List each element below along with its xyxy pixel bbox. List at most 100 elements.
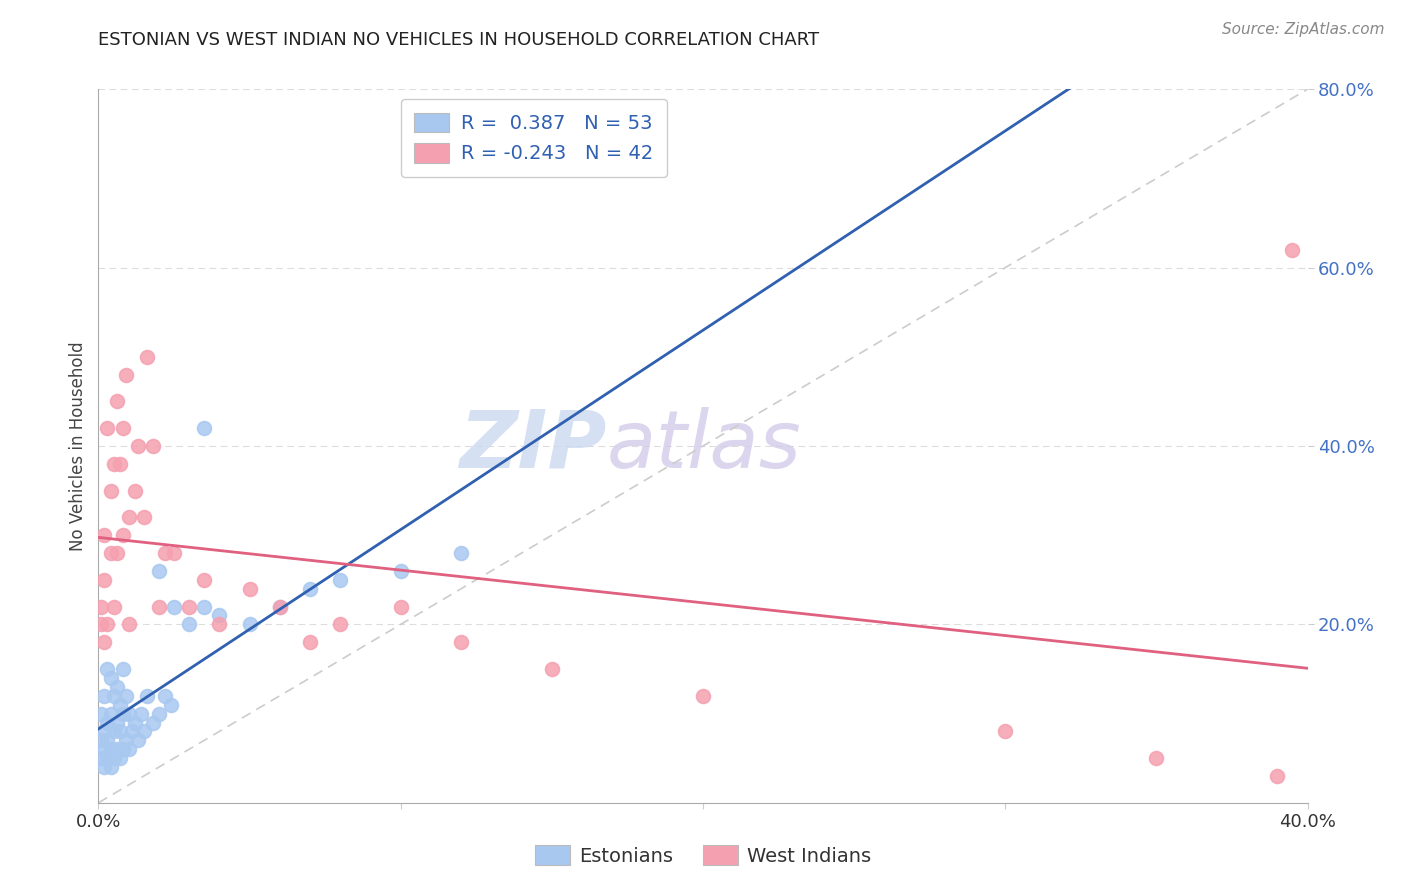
Point <box>135 689 157 703</box>
Point <box>90 706 112 721</box>
Point <box>142 439 165 453</box>
Legend: R =  0.387   N = 53, R = -0.243   N = 42: R = 0.387 N = 53, R = -0.243 N = 42 <box>401 99 666 177</box>
Point <box>121 724 143 739</box>
Point <box>1144 751 1167 765</box>
Point <box>239 617 262 632</box>
Point <box>179 617 201 632</box>
Point <box>108 724 131 739</box>
Point <box>153 689 176 703</box>
Point <box>96 715 118 730</box>
Point <box>111 662 134 676</box>
Point <box>135 350 157 364</box>
Point <box>114 368 136 382</box>
Point <box>299 582 322 596</box>
Point <box>114 733 136 747</box>
Point <box>103 724 125 739</box>
Text: ESTONIAN VS WEST INDIAN NO VEHICLES IN HOUSEHOLD CORRELATION CHART: ESTONIAN VS WEST INDIAN NO VEHICLES IN H… <box>98 31 820 49</box>
Legend: Estonians, West Indians: Estonians, West Indians <box>527 838 879 873</box>
Point <box>111 528 134 542</box>
Point <box>90 617 112 632</box>
Point <box>96 617 118 632</box>
Point <box>108 751 131 765</box>
Point <box>93 724 115 739</box>
Point <box>142 715 165 730</box>
Point <box>111 421 134 435</box>
Y-axis label: No Vehicles in Household: No Vehicles in Household <box>69 341 87 551</box>
Point <box>103 457 125 471</box>
Point <box>208 608 231 623</box>
Point <box>108 698 131 712</box>
Point <box>163 599 186 614</box>
Point <box>450 546 472 560</box>
Point <box>90 751 112 765</box>
Point <box>100 546 122 560</box>
Point <box>299 635 322 649</box>
Point <box>100 483 122 498</box>
Point <box>132 510 155 524</box>
Point <box>193 421 215 435</box>
Point <box>153 546 176 560</box>
Point <box>450 635 472 649</box>
Point <box>148 564 170 578</box>
Text: Source: ZipAtlas.com: Source: ZipAtlas.com <box>1222 22 1385 37</box>
Point <box>124 483 146 498</box>
Point <box>692 689 714 703</box>
Point <box>160 698 183 712</box>
Point <box>90 599 112 614</box>
Point <box>105 715 128 730</box>
Point <box>129 706 152 721</box>
Point <box>118 510 141 524</box>
Point <box>96 662 118 676</box>
Point <box>127 439 149 453</box>
Point <box>132 724 155 739</box>
Point <box>105 742 128 756</box>
Point <box>105 394 128 409</box>
Point <box>100 706 122 721</box>
Point <box>93 528 115 542</box>
Point <box>193 599 215 614</box>
Point <box>103 751 125 765</box>
Point <box>540 662 562 676</box>
Point <box>329 573 352 587</box>
Point <box>93 573 115 587</box>
Point <box>329 617 352 632</box>
Point <box>994 724 1017 739</box>
Point <box>208 617 231 632</box>
Point <box>269 599 291 614</box>
Point <box>96 733 118 747</box>
Point <box>93 635 115 649</box>
Point <box>103 599 125 614</box>
Point <box>108 457 131 471</box>
Point <box>103 689 125 703</box>
Point <box>105 546 128 560</box>
Point <box>193 573 215 587</box>
Point <box>111 706 134 721</box>
Point <box>239 582 262 596</box>
Point <box>1281 243 1303 257</box>
Point <box>389 599 412 614</box>
Point <box>114 689 136 703</box>
Point <box>124 715 146 730</box>
Text: ZIP: ZIP <box>458 407 606 485</box>
Point <box>93 742 115 756</box>
Point <box>100 671 122 685</box>
Point <box>93 760 115 774</box>
Point <box>118 706 141 721</box>
Point <box>100 742 122 756</box>
Point <box>179 599 201 614</box>
Point <box>148 706 170 721</box>
Point <box>96 751 118 765</box>
Point <box>100 760 122 774</box>
Point <box>118 617 141 632</box>
Point <box>111 742 134 756</box>
Point <box>93 689 115 703</box>
Point <box>269 599 291 614</box>
Point <box>90 733 112 747</box>
Point <box>105 680 128 694</box>
Point <box>389 564 412 578</box>
Point <box>118 742 141 756</box>
Point <box>96 421 118 435</box>
Point <box>148 599 170 614</box>
Point <box>163 546 186 560</box>
Text: atlas: atlas <box>606 407 801 485</box>
